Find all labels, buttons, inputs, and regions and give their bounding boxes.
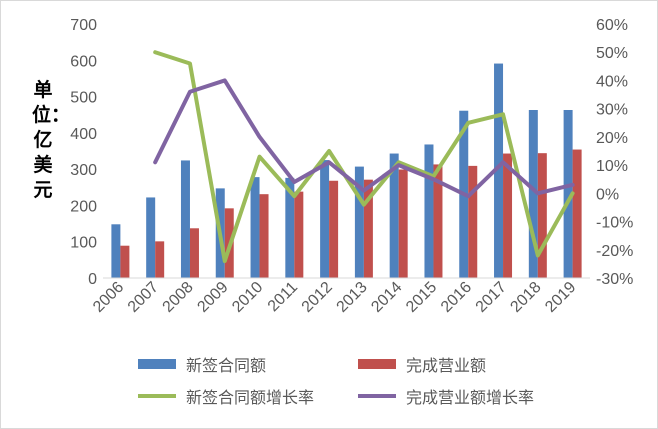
left-axis-tick-label: 100 — [70, 235, 97, 252]
right-axis-tick-label: 10% — [596, 158, 628, 175]
bar-contract-amount — [389, 153, 399, 278]
right-axis-tick-label: 0% — [596, 186, 619, 203]
right-axis-tick-label: 60% — [596, 17, 628, 34]
bar-revenue — [120, 245, 130, 278]
right-axis-tick-label: -20% — [596, 243, 633, 260]
right-axis-tick-label: 50% — [596, 45, 628, 62]
x-axis-tick-label: 2012 — [299, 279, 336, 316]
x-axis-tick-label: 2013 — [334, 279, 371, 316]
bar-contract-amount — [354, 166, 364, 278]
bar-revenue — [503, 153, 513, 278]
legend-item-revenue: 完成营业额 — [358, 353, 486, 375]
left-axis-tick-label: 400 — [70, 126, 97, 143]
right-axis-tick-label: 40% — [596, 73, 628, 90]
bar-revenue — [468, 165, 478, 278]
legend-item-contract-amount: 新签合同额 — [138, 353, 266, 375]
bar-revenue — [189, 228, 199, 278]
bar-contract-amount — [146, 197, 156, 278]
x-axis-tick-label: 2010 — [229, 279, 266, 316]
left-axis-tick-label: 700 — [70, 17, 97, 34]
x-axis-tick-label: 2019 — [542, 279, 579, 316]
legend-label-contract-amount: 新签合同额 — [186, 356, 267, 375]
left-axis-tick-label: 0 — [88, 271, 97, 288]
right-axis-tick-label: -10% — [596, 215, 633, 232]
legend-label-revenue-growth: 完成营业额增长率 — [406, 388, 535, 407]
bar-revenue — [572, 149, 582, 278]
line-revenue-growth — [153, 78, 575, 199]
left-axis-tick-label: 200 — [70, 198, 97, 215]
x-axis-tick-label: 2016 — [438, 279, 475, 316]
bar-revenue — [363, 179, 373, 278]
line-contract-growth — [153, 50, 575, 264]
left-axis-tick-label: 600 — [70, 53, 97, 70]
legend-swatch-contract-amount — [138, 359, 176, 369]
x-axis-tick-label: 2014 — [368, 279, 405, 316]
x-axis-tick-label: 2015 — [403, 279, 440, 316]
right-axis-tick-label: 30% — [596, 102, 628, 119]
left-axis-tick-label: 500 — [70, 90, 97, 107]
bar-revenue — [433, 164, 443, 278]
x-axis-tick-label: 2018 — [507, 279, 544, 316]
unit-label: 单位：亿美元 — [32, 79, 71, 201]
bar-revenue — [155, 241, 165, 278]
legend-label-contract-growth: 新签合同额增长率 — [186, 388, 315, 407]
left-axis-tick-label: 300 — [70, 162, 97, 179]
bar-revenue — [294, 191, 304, 278]
legend-swatch-contract-growth — [138, 394, 176, 398]
right-axis-tick-label: -30% — [596, 271, 633, 288]
bar-revenue — [537, 153, 547, 278]
bar-revenue — [259, 194, 269, 278]
bar-contract-amount — [180, 160, 190, 278]
bar-revenue — [329, 180, 339, 278]
legend-swatch-revenue-growth — [358, 394, 396, 398]
bar-contract-amount — [494, 63, 504, 279]
bar-contract-amount — [424, 144, 434, 278]
x-axis-tick-label: 2007 — [125, 279, 162, 316]
legend-label-revenue: 完成营业额 — [406, 356, 487, 375]
bar-contract-amount — [563, 109, 573, 278]
bar-contract-amount — [111, 224, 121, 278]
x-axis-tick-label: 2017 — [473, 279, 510, 316]
bar-contract-amount — [528, 109, 538, 278]
x-axis-tick-label: 2008 — [160, 279, 197, 316]
bar-contract-amount — [250, 177, 260, 278]
legend-swatch-revenue — [358, 359, 396, 369]
legend-item-revenue-growth: 完成营业额增长率 — [358, 385, 534, 407]
legend: 新签合同额 完成营业额 新签合同额增长率 完成营业额增长率 — [138, 353, 608, 413]
legend-item-contract-growth: 新签合同额增长率 — [138, 385, 314, 407]
bar-contract-amount — [320, 160, 330, 278]
x-axis-tick-label: 2011 — [265, 279, 301, 315]
bar-revenue — [398, 169, 408, 278]
right-axis-tick-label: 20% — [596, 130, 628, 147]
x-axis-tick-label: 2009 — [194, 279, 231, 316]
bar-contract-amount — [285, 177, 295, 278]
